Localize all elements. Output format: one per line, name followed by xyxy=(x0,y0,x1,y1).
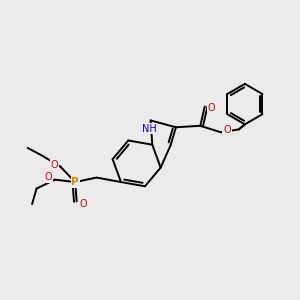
Text: NH: NH xyxy=(142,124,157,134)
Text: O: O xyxy=(45,172,52,182)
Text: O: O xyxy=(208,103,215,113)
Text: O: O xyxy=(223,125,231,135)
Text: P: P xyxy=(71,177,79,187)
Text: O: O xyxy=(80,199,87,209)
Text: O: O xyxy=(51,160,58,170)
